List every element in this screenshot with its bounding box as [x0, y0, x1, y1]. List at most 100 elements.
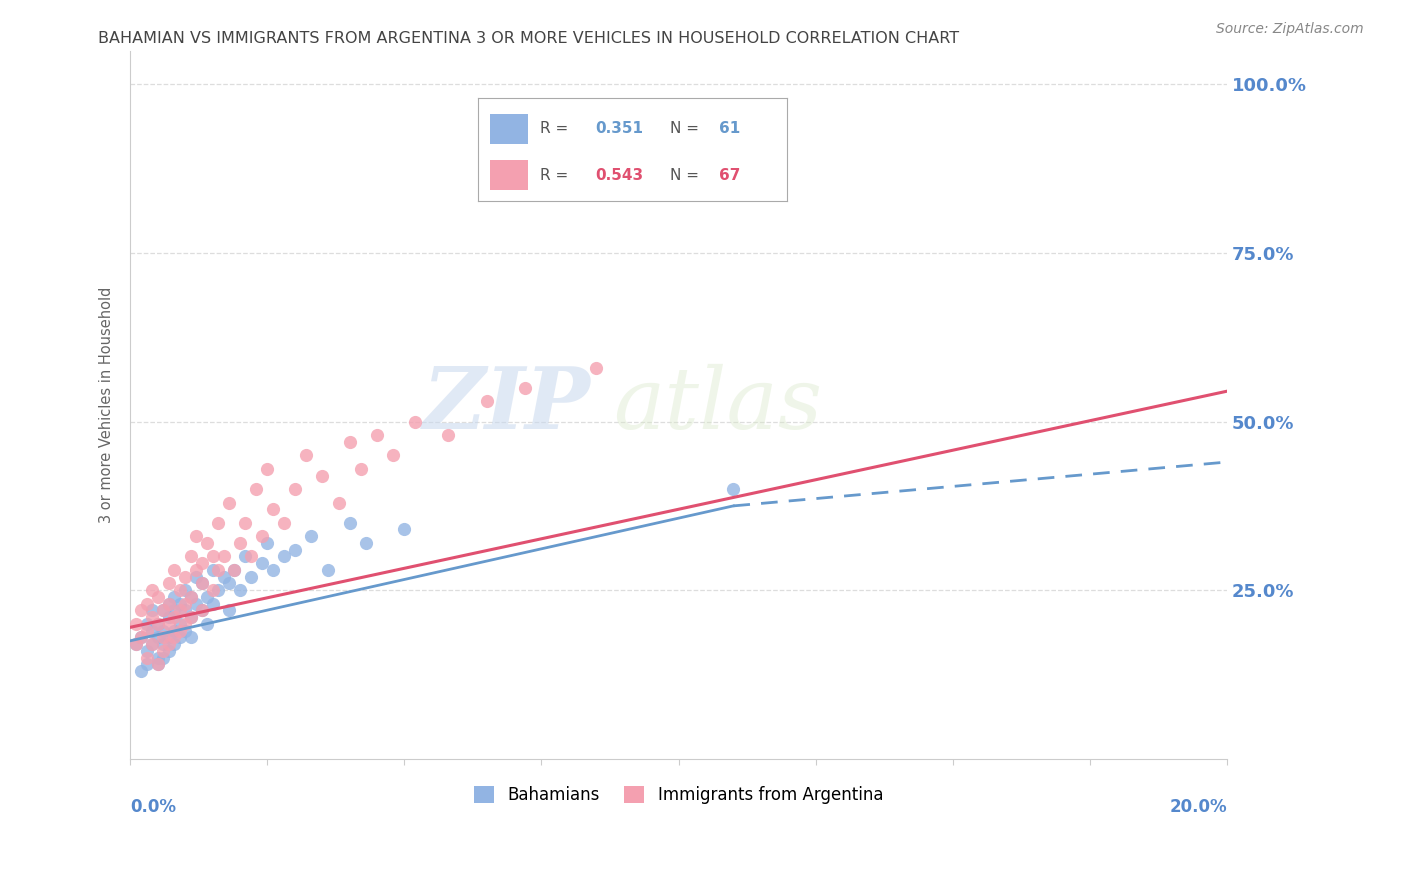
Point — [284, 482, 307, 496]
Point — [152, 631, 174, 645]
Point — [207, 563, 229, 577]
Text: atlas: atlas — [613, 363, 823, 446]
Point — [152, 650, 174, 665]
Point — [152, 637, 174, 651]
Point — [245, 482, 267, 496]
Point — [394, 523, 416, 537]
Point — [180, 590, 202, 604]
Point — [174, 624, 197, 638]
Point — [239, 549, 262, 564]
Point — [135, 644, 157, 658]
Point — [152, 603, 174, 617]
Point — [328, 495, 350, 509]
Point — [157, 597, 180, 611]
Point — [195, 590, 218, 604]
Point — [163, 603, 186, 617]
Point — [125, 616, 148, 631]
Point — [190, 603, 212, 617]
Point — [180, 610, 202, 624]
Point — [174, 603, 197, 617]
Point — [163, 610, 186, 624]
Point — [294, 448, 316, 462]
Text: Source: ZipAtlas.com: Source: ZipAtlas.com — [1216, 22, 1364, 37]
Point — [125, 637, 148, 651]
Text: ZIP: ZIP — [423, 363, 591, 447]
Text: 61: 61 — [720, 121, 741, 136]
Point — [354, 536, 377, 550]
Point — [141, 637, 163, 651]
Point — [180, 590, 202, 604]
Text: BAHAMIAN VS IMMIGRANTS FROM ARGENTINA 3 OR MORE VEHICLES IN HOUSEHOLD CORRELATIO: BAHAMIAN VS IMMIGRANTS FROM ARGENTINA 3 … — [98, 31, 959, 46]
Point — [201, 597, 224, 611]
Point — [668, 158, 690, 172]
Point — [135, 597, 157, 611]
Point — [141, 637, 163, 651]
Point — [207, 516, 229, 530]
Point — [146, 657, 169, 672]
Point — [201, 563, 224, 577]
Text: R =: R = — [540, 168, 574, 183]
Point — [513, 381, 536, 395]
Point — [256, 462, 278, 476]
Point — [157, 610, 180, 624]
Point — [437, 428, 460, 442]
Point — [339, 434, 361, 449]
Point — [250, 529, 273, 543]
Text: N =: N = — [669, 168, 703, 183]
Point — [339, 516, 361, 530]
Point — [218, 603, 240, 617]
Point — [174, 597, 197, 611]
Point — [152, 644, 174, 658]
Text: 0.543: 0.543 — [596, 168, 644, 183]
Point — [152, 603, 174, 617]
Point — [163, 590, 186, 604]
Point — [146, 631, 169, 645]
Point — [125, 637, 148, 651]
Point — [284, 542, 307, 557]
Point — [184, 570, 207, 584]
Point — [224, 563, 246, 577]
Point — [129, 603, 152, 617]
Point — [146, 650, 169, 665]
Point — [141, 603, 163, 617]
Point — [157, 576, 180, 591]
Point — [349, 462, 371, 476]
Point — [218, 495, 240, 509]
Point — [311, 468, 333, 483]
Point — [146, 590, 169, 604]
FancyBboxPatch shape — [491, 160, 527, 190]
Point — [256, 536, 278, 550]
Point — [184, 529, 207, 543]
Point — [190, 576, 212, 591]
Point — [146, 616, 169, 631]
Point — [201, 549, 224, 564]
FancyBboxPatch shape — [491, 113, 527, 145]
Point — [190, 603, 212, 617]
Point — [190, 576, 212, 591]
Text: N =: N = — [669, 121, 703, 136]
Point — [475, 394, 498, 409]
Text: R =: R = — [540, 121, 574, 136]
Point — [262, 502, 284, 516]
Point — [585, 360, 607, 375]
Point — [152, 624, 174, 638]
Point — [157, 637, 180, 651]
Point — [382, 448, 405, 462]
Point — [723, 482, 745, 496]
Point — [157, 597, 180, 611]
Y-axis label: 3 or more Vehicles in Household: 3 or more Vehicles in Household — [100, 286, 114, 523]
Point — [174, 616, 197, 631]
Point — [141, 624, 163, 638]
Point — [229, 583, 252, 598]
Point — [190, 556, 212, 570]
Point — [250, 556, 273, 570]
Point — [129, 631, 152, 645]
Point — [212, 549, 235, 564]
Point — [201, 583, 224, 598]
Point — [163, 631, 186, 645]
Point — [224, 563, 246, 577]
Point — [169, 624, 191, 638]
Point — [135, 624, 157, 638]
Point — [212, 570, 235, 584]
Point — [180, 549, 202, 564]
